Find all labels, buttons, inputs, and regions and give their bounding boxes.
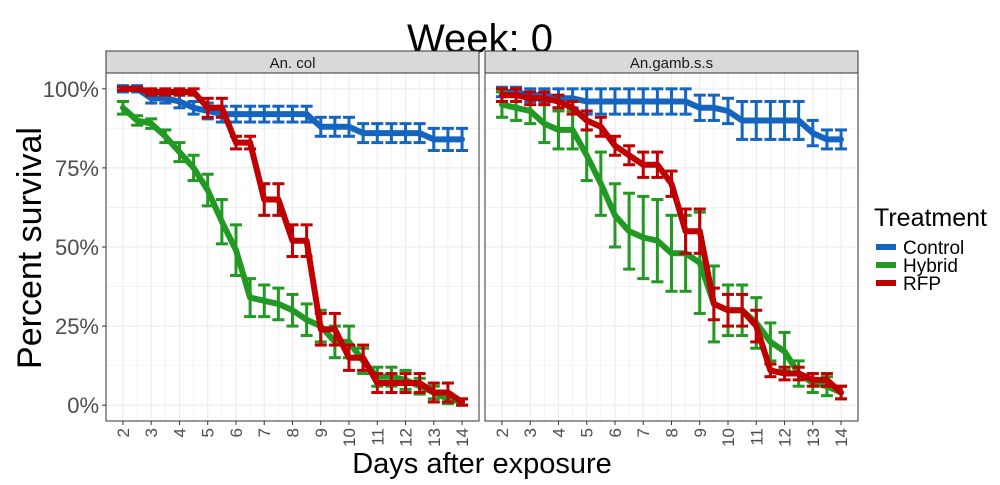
x-tick-label: 13 <box>425 428 444 447</box>
series-line <box>120 85 465 405</box>
y-tick-label: 25% <box>55 314 99 339</box>
y-tick-label: 75% <box>55 156 99 181</box>
x-tick-label: 4 <box>170 428 189 437</box>
x-tick-label: 9 <box>691 428 710 437</box>
series-control <box>495 85 848 151</box>
y-tick-label: 100% <box>43 77 99 102</box>
x-tick-label: 11 <box>368 428 387 446</box>
x-tick-label: 7 <box>255 428 274 437</box>
legend-label: RFP <box>903 274 941 295</box>
x-tick-label: 8 <box>663 428 682 437</box>
x-axis-ticks: 2 3 4 5 6 7 8 9 10 11 12 13 14 <box>493 421 851 447</box>
x-tick-label: 3 <box>521 428 540 437</box>
x-tick-label: 14 <box>453 428 472 447</box>
x-tick-label: 12 <box>776 428 795 447</box>
facet-strip-label: An. col <box>270 55 316 72</box>
x-tick-label: 10 <box>340 428 359 447</box>
series-line <box>499 101 844 396</box>
legend-label: Control <box>903 238 964 259</box>
x-tick-label: 4 <box>549 428 568 437</box>
y-tick-label: 50% <box>55 235 99 260</box>
legend-item-hybrid: Hybrid <box>876 256 958 277</box>
facet-strip-label: An.gamb.s.s <box>630 55 713 72</box>
series-line <box>120 85 465 143</box>
x-tick-label: 14 <box>832 428 851 447</box>
x-tick-label: 9 <box>312 428 331 437</box>
legend-item-rfp: RFP <box>876 274 941 295</box>
x-tick-label: 7 <box>634 428 653 437</box>
x-axis-ticks: 2 3 4 5 6 7 8 9 10 11 12 13 14 <box>114 421 472 447</box>
series-line <box>499 92 844 396</box>
x-tick-label: 12 <box>397 428 416 447</box>
y-axis-ticks: 0% 25% 50% 75% 100% <box>43 77 106 418</box>
series-rfp <box>495 87 848 401</box>
x-tick-label: 6 <box>227 428 246 437</box>
y-axis-label: Percent survival <box>11 127 49 369</box>
legend-label: Hybrid <box>903 256 958 277</box>
facet-panel-1: An. col 2 3 4 5 6 7 8 9 10 11 12 13 14 0% 25% 50% 75% 100% <box>43 50 480 447</box>
x-tick-label: 11 <box>747 428 766 446</box>
y-tick-label: 0% <box>67 393 99 418</box>
x-tick-label: 5 <box>199 428 218 437</box>
x-tick-label: 2 <box>493 428 512 437</box>
x-tick-label: 8 <box>284 428 303 437</box>
legend-item-control: Control <box>876 238 964 259</box>
x-tick-label: 6 <box>606 428 625 437</box>
x-tick-label: 10 <box>719 428 738 447</box>
x-tick-label: 5 <box>578 428 597 437</box>
x-axis-label: Days after exposure <box>352 448 612 480</box>
x-tick-label: 2 <box>114 428 133 437</box>
series-rfp <box>116 85 469 407</box>
facet-panel-2: An.gamb.s.s 2 3 4 5 6 7 8 9 10 11 12 13 14 <box>484 50 859 447</box>
x-tick-label: 3 <box>142 428 161 437</box>
x-tick-label: 13 <box>804 428 823 447</box>
grid-lines <box>106 73 479 421</box>
legend-title: Treatment <box>874 204 987 232</box>
